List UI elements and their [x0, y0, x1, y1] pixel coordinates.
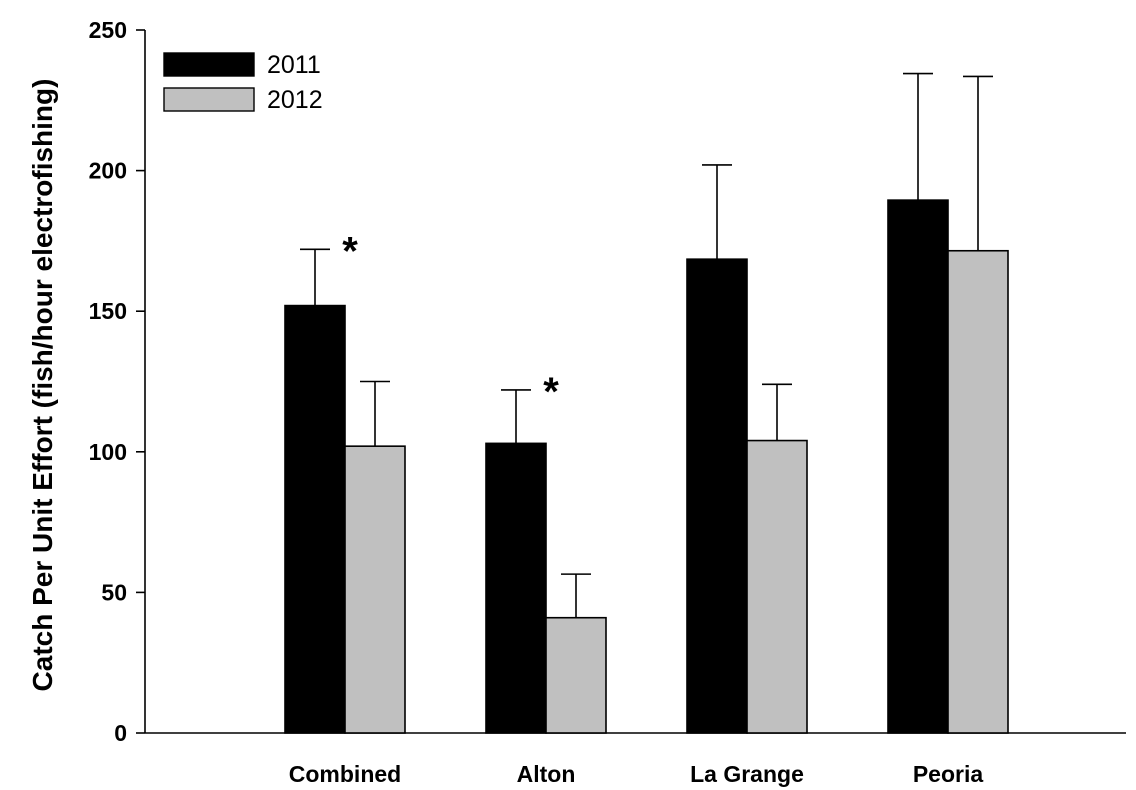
x-category-label: La Grange — [690, 761, 804, 787]
legend: 2011 2012 — [163, 51, 323, 114]
y-tick-label: 50 — [101, 579, 127, 605]
bar-2011-la-grange — [686, 258, 748, 734]
x-category-label: Combined — [289, 761, 401, 787]
bar-2012-alton — [545, 616, 607, 734]
bar-2011-alton — [485, 442, 547, 734]
y-tick-label: 250 — [89, 17, 127, 43]
y-axis-label: Catch Per Unit Effort (fish/hour electro… — [27, 79, 58, 692]
bar-2012-peoria — [947, 249, 1009, 734]
legend-label-2011: 2011 — [267, 51, 321, 79]
significance-marker: * — [342, 229, 358, 273]
y-tick-label: 150 — [89, 298, 127, 324]
plot-area: 0 50 100 150 200 250 Combined Alton La Grange Peo… — [89, 17, 1126, 787]
significance-marker: * — [543, 370, 559, 414]
x-category-label: Alton — [517, 761, 576, 787]
y-tick-label: 100 — [89, 439, 127, 465]
bar-2012-la-grange — [746, 439, 808, 734]
y-tick-label: 0 — [114, 720, 127, 746]
bar-2012-combined — [344, 445, 406, 734]
bar-2011-peoria — [887, 199, 949, 734]
legend-swatch-2012 — [163, 87, 255, 112]
legend-label-2012: 2012 — [267, 86, 323, 114]
legend-swatch-2011 — [163, 52, 255, 77]
bar-2011-combined — [284, 304, 346, 734]
x-category-label: Peoria — [913, 761, 984, 787]
y-tick-label: 200 — [89, 158, 127, 184]
